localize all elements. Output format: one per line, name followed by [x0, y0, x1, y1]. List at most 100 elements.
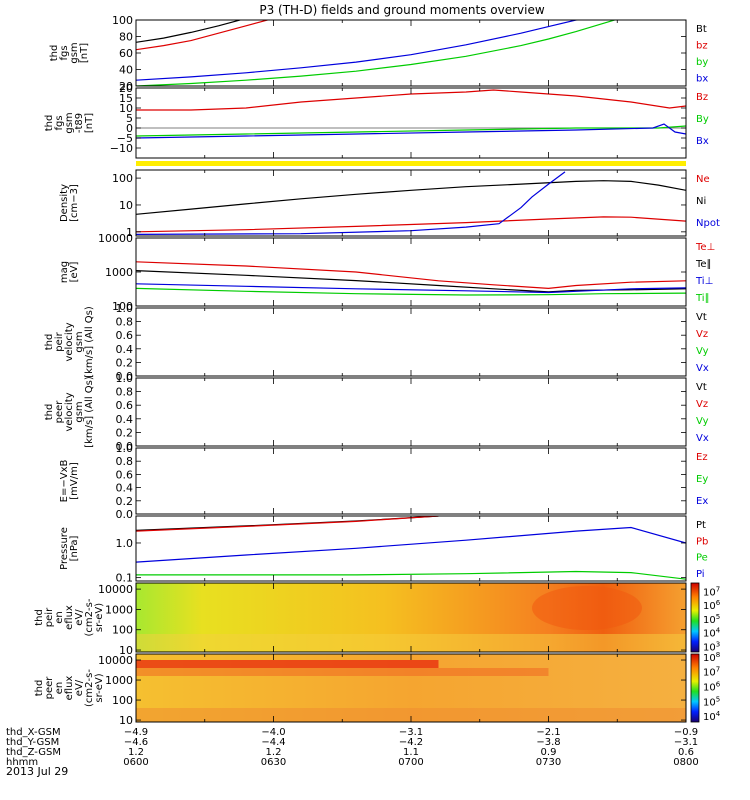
colorbar-p10	[690, 653, 700, 723]
legend-Pe: Pe	[696, 553, 708, 564]
legend-Npot: Npot	[696, 218, 720, 229]
x-tick-value: 1.1	[403, 747, 419, 758]
legend-bx: bx	[696, 74, 708, 85]
series-bz	[136, 20, 270, 51]
x-tick-value: −4.2	[399, 737, 423, 748]
panel-frame	[135, 169, 687, 237]
legend-Vt: Vt	[696, 382, 707, 393]
panel-p5: 0.00.20.40.60.81.0thdpeirvelocitygsm[km/…	[44, 302, 709, 383]
y-axis-label: thdfgsgsm[nT]	[49, 42, 90, 63]
panel-p9: 10310410510610710100100010000thdpeirenef…	[34, 582, 721, 657]
y-tick-label: 1000	[105, 603, 133, 616]
x-row-label: thd_Z-GSM	[6, 747, 61, 758]
x-tick-value: −4.0	[261, 727, 285, 738]
legend-Pt: Pt	[696, 520, 706, 531]
series-By	[136, 125, 686, 137]
y-tick-label: 0	[126, 122, 133, 135]
y-tick-label: 1.0	[116, 537, 134, 550]
x-tick-value: −3.1	[674, 737, 698, 748]
y-tick-label: 10000	[98, 654, 133, 667]
y-tick-label: 100	[112, 300, 133, 313]
series-Bx	[136, 123, 686, 139]
x-tick-value: 0700	[398, 757, 423, 768]
y-tick-label: 15	[119, 92, 133, 105]
y-tick-label: 0.0	[116, 508, 134, 521]
y-tick-label: 100	[112, 172, 133, 185]
y-tick-label: 1000	[105, 674, 133, 687]
x-tick-value: 0.6	[678, 747, 694, 758]
y-tick-label: 10	[119, 199, 133, 212]
x-tick-value: 0800	[673, 757, 698, 768]
legend-Vt: Vt	[696, 312, 707, 323]
series-Ti⊥	[136, 283, 686, 294]
y-axis-label: E=−VxB[mV/m]	[59, 460, 80, 503]
colorbar-tick-label: 107	[703, 585, 720, 598]
y-tick-label: 0.4	[116, 482, 134, 495]
colorbar-tick-label: 106	[703, 681, 721, 694]
panel-frame	[135, 447, 687, 515]
x-tick-value: −4.4	[261, 737, 285, 748]
legend-Bx: Bx	[696, 136, 709, 147]
y-tick-label: 0.2	[116, 356, 134, 369]
x-tick-value: −3.1	[399, 727, 423, 738]
y-tick-label: 0.4	[116, 343, 134, 356]
y-tick-label: 20	[119, 82, 133, 95]
y-tick-label: 0.8	[116, 455, 134, 468]
panel-p4: 100 1000 10000 mag[eV] Te⊥ Te∥ Ti⊥ Ti∥	[59, 232, 715, 313]
series-Te∥	[136, 270, 686, 293]
y-tick-label: 1.0	[116, 372, 134, 385]
legend-Vx: Vx	[696, 363, 709, 374]
panel-frame	[135, 237, 687, 307]
y-tick-label: 0.6	[116, 468, 134, 481]
panel-frame	[135, 377, 687, 447]
y-tick-label: 0.0	[116, 440, 134, 453]
y-tick-label: 100	[112, 14, 133, 27]
y-tick-label: 0.0	[116, 370, 134, 383]
colorbar-tick-label: 105	[703, 695, 720, 708]
y-tick-label: −10	[110, 142, 133, 155]
y-axis-label: Density[cm−3]	[59, 184, 80, 222]
y-tick-label: 0.4	[116, 413, 134, 426]
colorbar-p9	[690, 582, 700, 653]
colorbar-tick-label: 105	[703, 613, 720, 626]
series-Pi	[136, 526, 686, 563]
y-axis-label: Pressure[nPa]	[59, 527, 80, 570]
y-tick-label: 1.0	[116, 442, 134, 455]
y-tick-label: 0.2	[116, 426, 134, 439]
x-tick-value: −4.9	[124, 727, 148, 738]
y-tick-label: 0.6	[116, 399, 134, 412]
legend-Ne: Ne	[696, 174, 710, 185]
series-Ti∥	[136, 287, 686, 296]
panel-frame	[135, 307, 687, 377]
y-tick-label: 10000	[98, 583, 133, 596]
date-label: 2013 Jul 29	[6, 765, 68, 778]
x-tick-value: −4.6	[124, 737, 148, 748]
electron-band	[136, 660, 439, 668]
data-quality-bar	[136, 161, 686, 166]
series-Bz	[136, 89, 686, 111]
colorbar-tick-label: 108	[703, 651, 720, 664]
x-tick-value: 0600	[123, 757, 148, 768]
panel-p8: 0.1 1.0 Pressure[nPa] Pt Pb Pe Pi	[59, 515, 708, 585]
y-axis-label: thdfgsgsm-t89[nT]	[44, 112, 95, 133]
legend-by: by	[696, 57, 708, 68]
panel-p3: 1 10 100 Density[cm−3] Ne Ni Npot	[59, 169, 720, 239]
colorbar-tick-label: 104	[703, 627, 721, 640]
x-axis-labels: thd_X-GSMthd_Y-GSMthd_Z-GSMhhmm−4.9−4.61…	[6, 727, 699, 768]
legend-By: By	[696, 114, 709, 125]
panel-frame	[135, 19, 687, 87]
series-by	[136, 20, 617, 86]
y-tick-label: 10	[119, 644, 133, 657]
series-Ni	[136, 180, 686, 215]
y-tick-label: 1000	[105, 266, 133, 279]
series-Pt	[136, 516, 439, 531]
x-tick-value: 1.2	[266, 747, 282, 758]
legend-Ey: Ey	[696, 474, 708, 485]
x-tick-value: −0.9	[674, 727, 698, 738]
legend-Ti∥: Ti∥	[695, 293, 710, 304]
y-tick-label: 1	[126, 226, 133, 239]
legend-Vy: Vy	[696, 416, 709, 427]
legend-Vy: Vy	[696, 346, 709, 357]
